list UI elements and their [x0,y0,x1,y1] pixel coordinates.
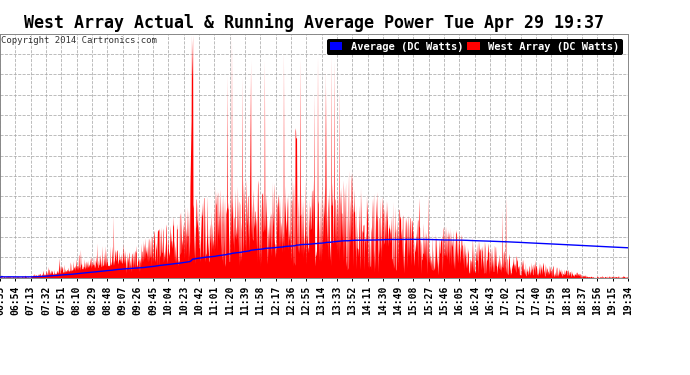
Text: Copyright 2014 Cartronics.com: Copyright 2014 Cartronics.com [1,36,157,45]
Title: West Array Actual & Running Average Power Tue Apr 29 19:37: West Array Actual & Running Average Powe… [24,13,604,32]
Legend: Average (DC Watts), West Array (DC Watts): Average (DC Watts), West Array (DC Watts… [327,39,622,55]
